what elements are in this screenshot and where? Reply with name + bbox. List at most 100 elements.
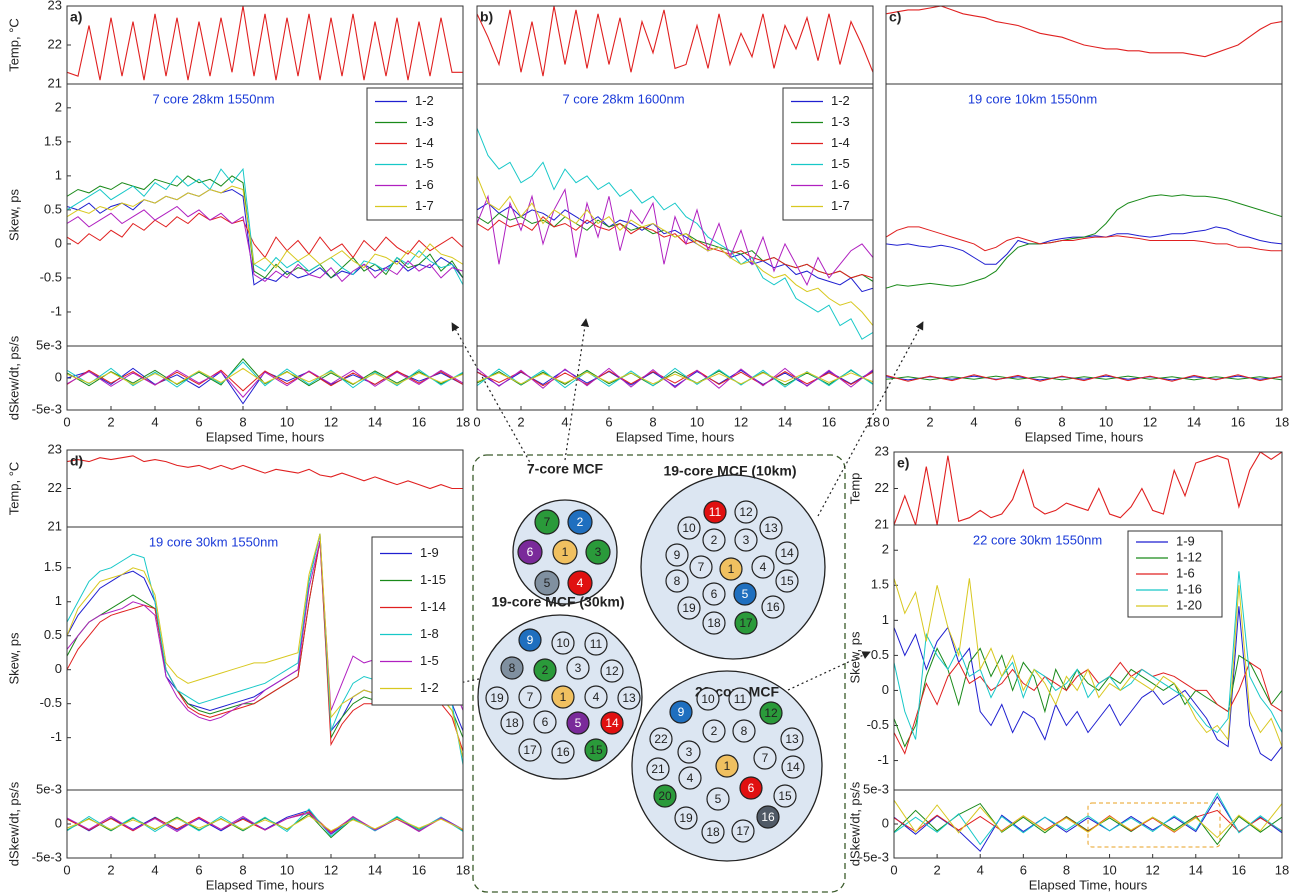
y-tick-label: 0.5 xyxy=(44,627,62,642)
y-tick-label: 1.5 xyxy=(871,577,889,592)
y-axis-label: dSkew/dt, ps/s xyxy=(6,781,21,866)
data-line xyxy=(67,167,463,286)
legend-label: 1-16 xyxy=(1176,581,1202,596)
core-label: 21 xyxy=(651,762,665,776)
legend-box xyxy=(782,87,874,221)
x-tick-label: 10 xyxy=(1102,862,1116,877)
legend-box xyxy=(371,536,464,706)
y-tick-label: 5e-3 xyxy=(863,781,889,796)
core-label: 4 xyxy=(593,690,600,704)
core-label: 9 xyxy=(674,548,681,562)
data-line xyxy=(894,578,1282,747)
core xyxy=(678,766,702,790)
y-axis-label: Temp xyxy=(847,473,862,505)
data-line xyxy=(67,361,463,389)
legend-label: 1-5 xyxy=(831,156,850,171)
x-tick-label: 0 xyxy=(890,862,897,877)
core-label: 19 xyxy=(490,691,504,705)
data-line xyxy=(67,813,463,839)
core xyxy=(552,539,578,565)
x-tick-label: 8 xyxy=(1058,414,1065,429)
diagram-title: 19-core MCF (10km) xyxy=(663,463,796,479)
data-line xyxy=(894,795,1282,852)
core xyxy=(534,509,560,535)
panel-label: b) xyxy=(480,9,493,25)
legend-label: 1-9 xyxy=(420,545,439,560)
x-tick-label: 0 xyxy=(63,862,70,877)
core xyxy=(551,740,575,764)
core xyxy=(584,738,608,762)
legend-label: 1-3 xyxy=(831,114,850,129)
y-tick-label: -0.5 xyxy=(867,717,889,732)
y-tick-label: 23 xyxy=(875,443,889,458)
diagram-box xyxy=(472,454,846,893)
core-label: 1 xyxy=(728,562,735,576)
y-tick-label: -0.5 xyxy=(40,269,62,284)
core xyxy=(551,631,575,655)
y-tick-label: -5e-3 xyxy=(32,401,62,416)
core-label: 14 xyxy=(786,760,800,774)
core-label: 2 xyxy=(577,515,584,529)
chart-title: 19 core 10km 1550nm xyxy=(968,91,1097,106)
arrow xyxy=(451,322,533,467)
temp-line xyxy=(477,6,873,77)
core-label: 7 xyxy=(762,751,769,765)
x-tick-label: 6 xyxy=(195,414,202,429)
x-tick-label: 6 xyxy=(195,862,202,877)
core xyxy=(500,656,524,680)
y-tick-label: 21 xyxy=(48,518,62,533)
temp-line xyxy=(894,452,1282,525)
x-tick-label: 6 xyxy=(1014,414,1021,429)
y-tick-label: -1 xyxy=(877,752,889,767)
core xyxy=(518,685,542,709)
core-label: 1 xyxy=(562,545,569,559)
core-label: 16 xyxy=(766,600,780,614)
plot-area xyxy=(894,452,1282,525)
plot-area xyxy=(894,571,1282,762)
plot-area xyxy=(67,808,463,839)
data-line xyxy=(894,809,1282,833)
core xyxy=(566,711,590,735)
x-tick-label: 14 xyxy=(1187,414,1201,429)
y-tick-label: 22 xyxy=(48,36,62,51)
core xyxy=(649,727,673,751)
legend-label: 1-7 xyxy=(415,198,434,213)
data-line xyxy=(67,812,463,835)
x-tick-label: 0 xyxy=(473,414,480,429)
core xyxy=(751,555,775,579)
core-label: 5 xyxy=(742,587,749,601)
y-tick-label: 1 xyxy=(55,593,62,608)
y-tick-label: 0.5 xyxy=(44,201,62,216)
x-tick-label: 12 xyxy=(324,414,338,429)
y-tick-label: 0 xyxy=(55,661,62,676)
core-label: 5 xyxy=(575,716,582,730)
y-tick-label: 0 xyxy=(882,682,889,697)
data-line xyxy=(477,128,873,340)
y-axis-label: Skew, ps xyxy=(6,188,21,241)
legend-label: 1-4 xyxy=(831,135,850,150)
data-line xyxy=(894,799,1282,839)
data-line xyxy=(894,792,1282,846)
legend-label: 1-7 xyxy=(831,198,850,213)
y-axis-label: Temp, °C xyxy=(6,462,21,516)
core xyxy=(617,686,641,710)
axes-frame xyxy=(893,451,1283,526)
core xyxy=(518,628,542,652)
y-tick-label: -5e-3 xyxy=(859,849,889,864)
core-label: 19 xyxy=(679,811,693,825)
core-label: 2 xyxy=(711,533,718,547)
y-tick-label: 0 xyxy=(55,369,62,384)
plot-area xyxy=(67,167,463,286)
data-line xyxy=(67,369,463,392)
plot-area xyxy=(477,367,873,389)
y-tick-label: 1 xyxy=(55,167,62,182)
legend-label: 1-14 xyxy=(420,599,446,614)
data-line xyxy=(67,358,463,387)
y-tick-label: 5e-3 xyxy=(36,337,62,352)
x-tick-label: 4 xyxy=(561,414,568,429)
core xyxy=(761,595,785,619)
axes-frame xyxy=(893,789,1283,859)
data-line xyxy=(886,375,1282,381)
y-axis-label: Skew, ps xyxy=(847,631,862,684)
data-line xyxy=(67,185,463,269)
